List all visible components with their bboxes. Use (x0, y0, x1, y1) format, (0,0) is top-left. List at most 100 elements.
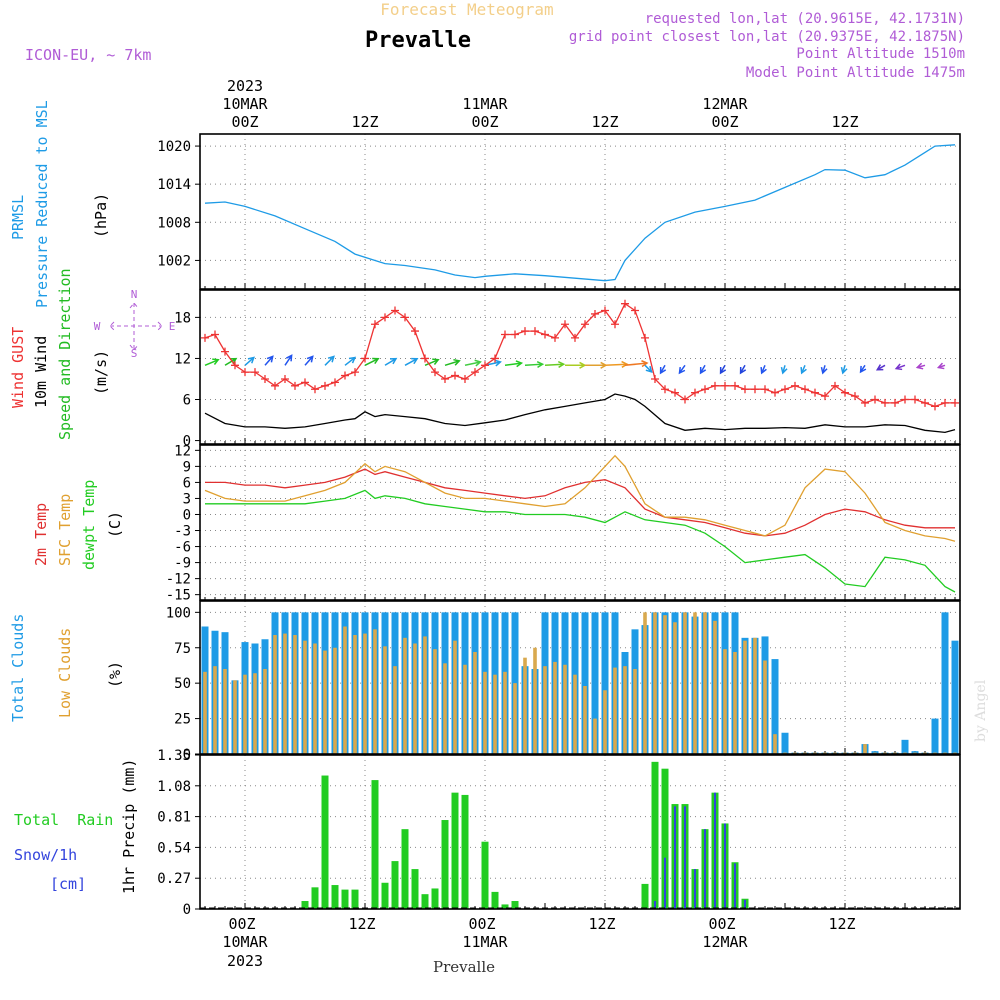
low-cloud-bar (523, 657, 527, 754)
rain-bar (411, 869, 419, 909)
gust-marker (891, 398, 899, 407)
gust-marker (911, 395, 919, 404)
rain-bar (501, 904, 509, 909)
wind-arrow (404, 358, 418, 366)
panel-frame (199, 289, 961, 445)
total-cloud-bar (581, 612, 589, 754)
low-cloud-bar (263, 669, 267, 754)
gust-marker (731, 381, 739, 390)
rain-bar (301, 901, 309, 909)
low-cloud-bar (543, 666, 547, 754)
low-cloud-bar (483, 671, 487, 754)
total-cloud-bar (771, 659, 779, 754)
low-cloud-bar (463, 664, 467, 754)
gust-marker (271, 381, 279, 390)
gust-marker (691, 388, 699, 397)
low-cloud-bar (583, 686, 587, 754)
gust-marker (601, 306, 609, 315)
gust-marker (751, 385, 759, 394)
low-cloud-bar (433, 649, 437, 754)
rain-bar (641, 883, 649, 909)
wind-arrow-head (859, 365, 867, 374)
gust-marker (361, 354, 369, 363)
wind-arrow-head (536, 360, 545, 369)
snow-bar (664, 857, 666, 909)
wind-arrow-head (915, 362, 924, 370)
pressure-unit: (hPa) (92, 193, 110, 238)
wind-panel-labels: Wind GUST 10m Wind Speed and Direction (… (9, 268, 175, 440)
low-cloud-bar (713, 620, 717, 754)
snow-bar (744, 899, 746, 909)
gust-marker (661, 385, 669, 394)
wind-arrow-head (760, 366, 767, 375)
compass-w: W (94, 320, 101, 333)
low-cloud-bar (233, 680, 237, 754)
low-cloud-bar (453, 640, 457, 754)
rain-bar (321, 775, 329, 909)
wind-arrow (284, 354, 293, 366)
wind-arrow-head (515, 360, 524, 368)
wind-arrow-head (348, 356, 357, 364)
wind-arrow (384, 358, 397, 366)
low-cloud-bar (653, 612, 657, 754)
wind-arrow (544, 363, 564, 367)
ytick-label: 0.81 (157, 810, 191, 826)
ytick-label: 0.27 (157, 871, 191, 887)
panel-3: 0 25 50 75 100 (166, 600, 961, 763)
panel-frame (199, 754, 961, 910)
wind-arrow-head (474, 359, 482, 367)
gust-marker (761, 385, 769, 394)
low-cloud-bar (633, 669, 637, 754)
cloud-unit: (%) (106, 661, 124, 688)
ytick-label: 18 (174, 310, 191, 326)
wind-arrow-head (800, 366, 807, 375)
gust-marker (521, 327, 529, 336)
gust-marker (311, 385, 319, 394)
temp-unit: (C) (106, 511, 124, 538)
gridpoint-coords: grid point closest lon,lat (20.9375E, 42… (569, 29, 965, 45)
wind-arrow-head (645, 365, 653, 373)
total-clouds-label: Total Clouds (9, 614, 27, 722)
ytick-label: 75 (174, 641, 191, 657)
low-cloud-bar (693, 612, 697, 754)
ytick-label: 0 (183, 902, 191, 918)
low-cloud-bar (753, 637, 757, 754)
gust-marker (921, 398, 929, 407)
total-cloud-bar (951, 640, 959, 754)
ytick-label: -15 (166, 588, 191, 604)
panel-0: 1002 1008 1014 1020 (157, 133, 961, 290)
panel-bg (200, 445, 960, 600)
gust-marker (621, 299, 629, 308)
low-cloud-bar (443, 663, 447, 754)
low-cloud-bar (423, 636, 427, 754)
gust-marker (831, 381, 839, 390)
wind-arrow-head (894, 363, 903, 371)
rain-bar (381, 882, 389, 909)
total-cloud-bar (591, 612, 599, 754)
low-cloud-bar (563, 664, 567, 754)
snow-bar (704, 829, 706, 909)
wind-arrow-head (494, 359, 502, 367)
rain-bar (461, 794, 469, 909)
wind-gust-label: Wind GUST (9, 327, 27, 408)
gust-marker (771, 388, 779, 397)
total-cloud-bar (781, 732, 789, 754)
low-cloud-bar (743, 640, 747, 754)
gust-marker (811, 388, 819, 397)
wind-10m-label: 10m Wind (32, 336, 50, 408)
bottom-hour-label: 12Z (588, 915, 615, 933)
ytick-label: 1008 (157, 215, 191, 231)
gust-marker (561, 320, 569, 329)
low-cloud-bar (623, 666, 627, 754)
wind-arrow (324, 355, 335, 366)
temp-dew-label: dewpt Temp (80, 480, 98, 570)
snow-bar (674, 806, 676, 909)
precip-unit: 1hr Precip (mm) (120, 759, 138, 894)
low-cloud-bar (703, 612, 707, 754)
wind-arrow-head (432, 358, 440, 365)
rain-bar (351, 889, 359, 909)
gust-marker (321, 381, 329, 390)
rain-bar (451, 792, 459, 909)
